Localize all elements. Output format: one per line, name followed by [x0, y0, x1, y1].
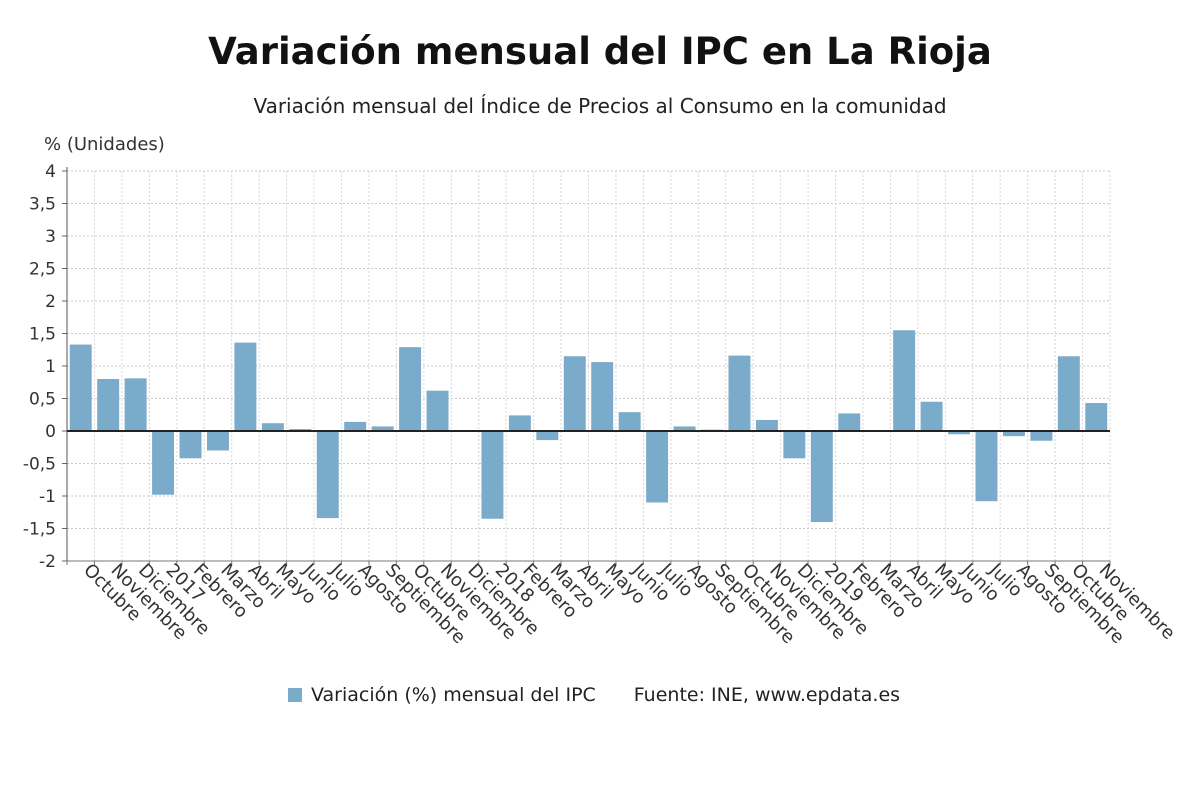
bar — [536, 431, 559, 441]
legend-series-label: Variación (%) mensual del IPC — [311, 684, 596, 706]
bar — [673, 426, 696, 431]
y-tick-label: 4 — [45, 162, 56, 182]
bar — [893, 330, 916, 431]
bar — [920, 401, 943, 431]
bar — [69, 344, 92, 431]
bar — [728, 355, 751, 431]
y-tick-label: -0,5 — [23, 455, 56, 475]
bar — [344, 421, 367, 431]
bar — [371, 426, 394, 431]
bar — [755, 419, 778, 431]
bar — [97, 379, 120, 431]
bar — [975, 431, 998, 502]
bar — [316, 431, 339, 519]
bar — [1085, 403, 1108, 431]
bar — [838, 413, 861, 431]
y-tick-label: 0,5 — [29, 390, 56, 410]
bar — [810, 431, 833, 522]
bar — [783, 431, 806, 459]
y-tick-label: 3,5 — [29, 195, 56, 215]
y-tick-label: -1,5 — [23, 520, 56, 540]
source-note: Fuente: INE, www.epdata.es — [633, 684, 901, 706]
bar — [508, 415, 531, 431]
y-tick-label: 0 — [45, 422, 56, 442]
bar — [1057, 356, 1080, 431]
bar — [399, 347, 422, 431]
bar — [481, 431, 504, 519]
bar — [179, 431, 202, 459]
y-tick-label: 1,5 — [29, 325, 56, 345]
bar — [234, 342, 257, 431]
bar — [646, 431, 669, 503]
legend: Variación (%) mensual del IPC Fuente: IN… — [288, 684, 900, 706]
chart-subtitle: Variación mensual del Índice de Precios … — [253, 94, 947, 118]
y-tick-label: -1 — [39, 487, 56, 507]
y-tick-label: 3 — [45, 227, 56, 247]
y-tick-label: 1 — [45, 357, 56, 377]
y-tick-label: 2 — [45, 292, 56, 312]
legend-swatch — [288, 688, 302, 702]
bar — [948, 431, 971, 435]
y-axis-label: % (Unidades) — [44, 134, 165, 155]
bar — [563, 356, 586, 431]
bar — [1030, 431, 1053, 441]
bar — [591, 362, 614, 431]
y-tick-label: -2 — [39, 552, 56, 572]
bar — [124, 378, 147, 431]
bar — [206, 431, 229, 451]
y-tick-label: 2,5 — [29, 260, 56, 280]
chart-title: Variación mensual del IPC en La Rioja — [208, 30, 992, 73]
bar — [152, 431, 175, 495]
bar — [426, 390, 449, 431]
bar — [618, 412, 641, 431]
bar — [1002, 431, 1025, 437]
bar — [261, 423, 284, 431]
